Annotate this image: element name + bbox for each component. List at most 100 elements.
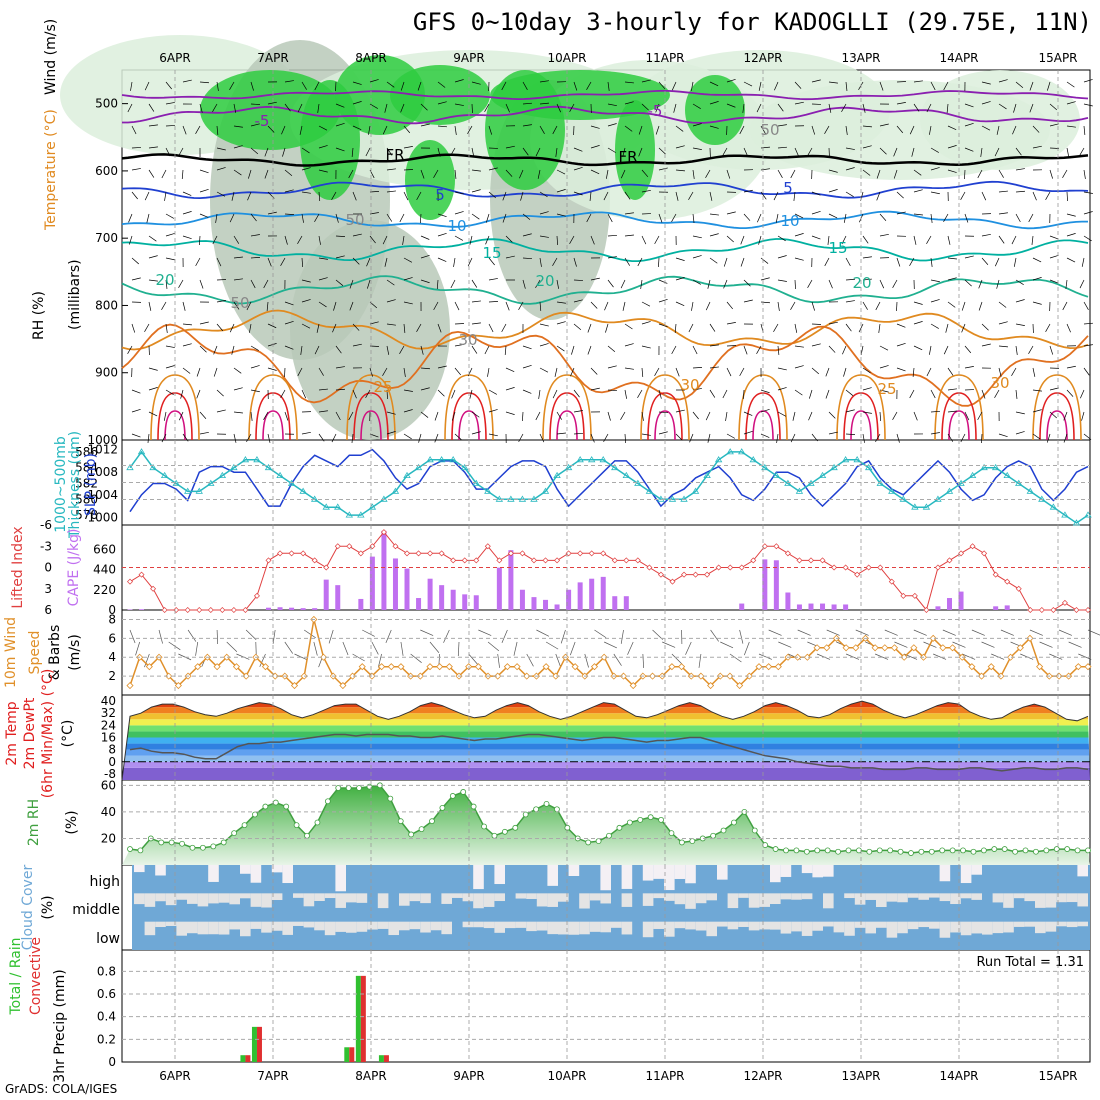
cloud-gap (664, 893, 675, 901)
wind-barb (335, 366, 345, 369)
upper-ytick: 800 (95, 298, 118, 312)
wind-barb (161, 433, 167, 443)
wind10-point (174, 681, 182, 690)
wind-barb (743, 299, 753, 303)
cloud-gap (240, 893, 251, 899)
lifted-point (888, 578, 895, 585)
top-date-label: 9APR (453, 51, 484, 65)
wind-barb (1066, 101, 1076, 105)
cloud-gap (505, 921, 516, 929)
thickness-point (853, 456, 861, 463)
wind-barb (981, 433, 983, 444)
cloud-gap (261, 921, 272, 933)
wind10-point (977, 672, 986, 680)
wind-barb (352, 233, 362, 237)
rh2m-point (470, 803, 477, 810)
cloud-gap (738, 921, 749, 927)
rh2m-point (220, 839, 227, 846)
rh2m-point (856, 847, 862, 854)
contour-label: 15 (482, 244, 501, 262)
thickness-point (530, 495, 538, 502)
wind10-point (571, 663, 579, 671)
wind-barb (248, 169, 252, 179)
wind-barb (774, 81, 779, 91)
wind-barb (451, 411, 456, 421)
wind-barb (998, 433, 1008, 437)
wind-barb (502, 213, 507, 223)
rh2m-point (928, 848, 935, 855)
wind-barb (952, 641, 966, 648)
cloud-gap (346, 921, 357, 933)
wind-barb (981, 641, 995, 648)
thickness-point (1084, 511, 1092, 518)
wind-barb (212, 103, 218, 112)
cape-bar (300, 608, 306, 610)
wind-barb (335, 123, 345, 127)
wind-barb (318, 433, 325, 442)
cloud-gap (706, 921, 717, 937)
wind-barb (947, 301, 956, 308)
wind-barb (560, 629, 566, 644)
wind-barb (909, 389, 915, 399)
isotherm-arch (262, 410, 284, 441)
thickness-point (1026, 487, 1034, 494)
cloud-gap (759, 893, 770, 907)
lifted-point (1050, 607, 1057, 613)
rh2m-point (845, 847, 852, 854)
rh2m-panel (122, 782, 1091, 865)
wind-barb (1066, 257, 1076, 263)
wind-barb (845, 81, 848, 91)
wind-barb (284, 80, 294, 83)
wind-barb (1049, 411, 1057, 419)
wind-barb (777, 146, 787, 149)
wind-barb (187, 629, 197, 642)
wind-barb (301, 81, 307, 90)
wind-barb (538, 389, 541, 399)
wind-barb (758, 235, 762, 245)
wind-barb (403, 191, 409, 201)
cloud-gap (971, 893, 982, 900)
wind10-point (523, 672, 531, 680)
wind-barb (454, 125, 457, 135)
top-date-label: 7APR (257, 51, 288, 65)
wind-barb (522, 233, 532, 237)
rh2m-point (731, 819, 737, 826)
wind10-point (678, 663, 686, 671)
cloud-layer-label: high (89, 874, 120, 890)
cloud-gap (420, 921, 431, 933)
wind-barb (301, 299, 311, 303)
upper-ytick: 1000 (87, 433, 118, 447)
wind-barb (1012, 125, 1017, 135)
wind-barb (505, 103, 510, 113)
wind-barb (926, 103, 932, 113)
rain-bar (344, 1047, 350, 1062)
cloud-gap (717, 921, 728, 927)
rh2m-point (387, 795, 394, 802)
cloud-gap (536, 921, 548, 931)
wind10-point (1084, 663, 1092, 671)
cloud-gap (653, 865, 664, 879)
wind-barb (199, 81, 209, 84)
wind-barb (385, 629, 392, 644)
wind-barb (964, 345, 972, 354)
wind-barb (161, 169, 167, 179)
wind-barb (420, 235, 430, 240)
wind-barb (658, 323, 668, 328)
cloud-gap (303, 921, 315, 928)
cloud-gap (526, 921, 537, 932)
cloud-gap (536, 893, 548, 907)
panel-label: (%) (40, 895, 56, 919)
wind-barb (469, 235, 473, 245)
wind-barb (977, 411, 983, 421)
wind-barb (318, 410, 328, 413)
wind-barb (945, 323, 949, 333)
bottom-date-label: 9APR (453, 1069, 484, 1083)
wind-barb (845, 409, 855, 413)
wind-barb (264, 147, 269, 157)
wind-barb (862, 145, 872, 149)
rh2m-point (189, 844, 196, 851)
wind-barb (641, 321, 651, 325)
rh-tick: 60 (101, 778, 116, 792)
wind-barb (590, 235, 595, 245)
